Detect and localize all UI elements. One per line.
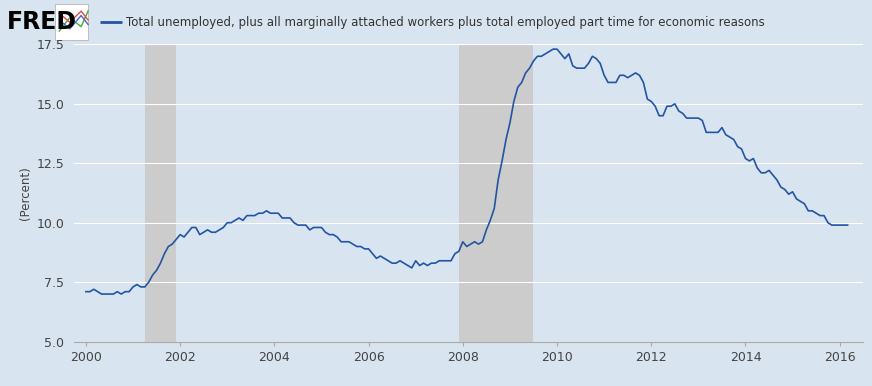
- Text: FRED: FRED: [7, 10, 77, 34]
- FancyBboxPatch shape: [55, 5, 88, 40]
- Y-axis label: (Percent): (Percent): [19, 166, 32, 220]
- Bar: [145, 44, 176, 342]
- Bar: [459, 44, 534, 342]
- Text: Total unemployed, plus all marginally attached workers plus total employed part : Total unemployed, plus all marginally at…: [126, 16, 766, 29]
